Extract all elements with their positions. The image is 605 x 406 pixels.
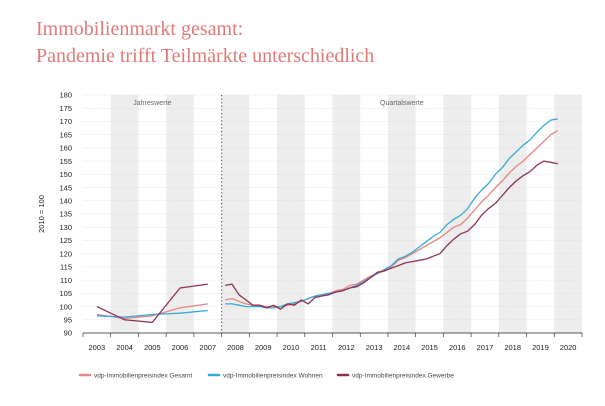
y-tick-label: 175 bbox=[59, 104, 72, 113]
legend: vdp-Immobilienpreisindex Gesamt vdp-Immob… bbox=[78, 373, 454, 380]
chart-title-line-1: Immobilienmarkt gesamt: bbox=[36, 18, 244, 40]
y-tick-label: 95 bbox=[64, 315, 72, 324]
year-band bbox=[443, 95, 472, 333]
y-tick-label: 135 bbox=[59, 210, 72, 219]
series-group bbox=[96, 118, 559, 324]
legend-label-gesamt: vdp-Immobilienpreisindex Gesamt bbox=[94, 373, 192, 380]
region-label: Jahreswerte bbox=[133, 100, 171, 107]
y-tick-label: 105 bbox=[59, 289, 72, 298]
series-line-wohnen-quarterly bbox=[225, 118, 558, 309]
axes: 90 95 100 105 110 115 120 125 130 135 140 145 150 155… bbox=[37, 91, 583, 352]
x-tick-label: 2014 bbox=[393, 343, 410, 352]
year-band bbox=[221, 95, 250, 333]
y-tick-label: 110 bbox=[60, 276, 72, 285]
legend-label-wohnen: vdp-Immobilienpreisindex Wohnen bbox=[223, 373, 323, 380]
year-band bbox=[554, 95, 582, 333]
x-tick-label: 2016 bbox=[449, 343, 466, 352]
x-tick-label: 2019 bbox=[532, 343, 549, 352]
y-tick-label: 160 bbox=[59, 144, 72, 153]
x-tick-label: 2017 bbox=[477, 343, 494, 352]
x-tick-label: 2018 bbox=[504, 343, 521, 352]
year-bands bbox=[110, 95, 582, 333]
x-tick-label: 2020 bbox=[560, 343, 577, 352]
y-tick-label: 125 bbox=[59, 236, 72, 245]
x-tick-label: 2005 bbox=[144, 343, 161, 352]
legend-label-gewerbe: vdp-Immobilienpreisindex Gewerbe bbox=[352, 373, 454, 380]
chart-title-line-2: Pandemie trifft Teilmärkte unterschiedli… bbox=[36, 45, 375, 67]
x-tick-label: 2007 bbox=[199, 343, 216, 352]
series-line-wohnen-annual bbox=[96, 309, 208, 318]
y-tick-label: 120 bbox=[59, 249, 72, 258]
x-tick-label: 2009 bbox=[255, 343, 272, 352]
y-tick-label: 145 bbox=[59, 183, 72, 192]
series-line-gewerbe-annual bbox=[96, 283, 208, 324]
x-tick-label: 2006 bbox=[172, 343, 189, 352]
y-axis-label: 2010 = 100 bbox=[37, 195, 46, 233]
y-tick-label: 170 bbox=[59, 117, 72, 126]
y-tick-label: 90 bbox=[64, 329, 72, 338]
x-tick-label: 2003 bbox=[89, 343, 106, 352]
x-tick-label: 2010 bbox=[283, 343, 300, 352]
x-tick-label: 2012 bbox=[338, 343, 355, 352]
y-tick-label: 140 bbox=[59, 196, 72, 205]
x-tick-label: 2011 bbox=[311, 343, 327, 352]
y-tick-label: 165 bbox=[59, 130, 72, 139]
year-band bbox=[110, 95, 139, 333]
region-label: Quartalswerte bbox=[380, 100, 424, 107]
x-tick-label: 2013 bbox=[366, 343, 383, 352]
x-tick-label: 2015 bbox=[421, 343, 438, 352]
year-band bbox=[332, 95, 361, 333]
y-tick-label: 180 bbox=[59, 91, 72, 100]
y-tick-label: 115 bbox=[60, 263, 72, 272]
y-tick-label: 155 bbox=[59, 157, 72, 166]
y-tick-label: 100 bbox=[59, 302, 72, 311]
series-line-gewerbe-quarterly bbox=[224, 160, 558, 310]
x-tick-label: 2004 bbox=[116, 343, 133, 352]
x-tick-label: 2008 bbox=[227, 343, 244, 352]
y-tick-label: 150 bbox=[59, 170, 72, 179]
y-tick-label: 130 bbox=[59, 223, 72, 232]
